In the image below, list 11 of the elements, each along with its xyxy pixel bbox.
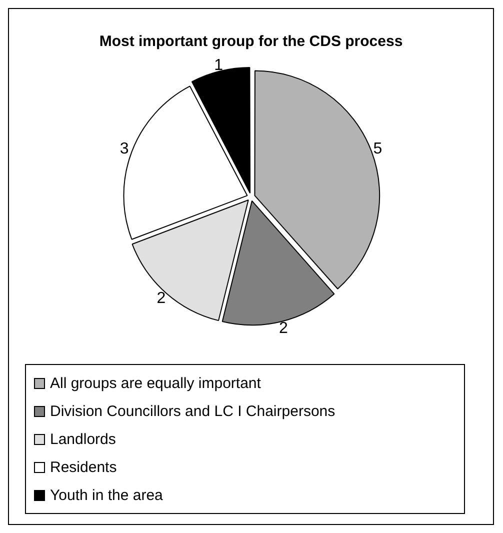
data-label: 2 <box>278 320 288 337</box>
chart-title: Most important group for the CDS process <box>99 33 403 50</box>
legend-label: Residents <box>50 458 117 476</box>
legend-label: All groups are equally important <box>50 374 261 392</box>
legend-label: Division Councillors and LC I Chairpersons <box>50 402 336 420</box>
data-label: 1 <box>214 56 224 74</box>
data-label: 3 <box>120 140 129 158</box>
legend-label: Landlords <box>50 430 116 448</box>
data-label: 2 <box>156 290 166 307</box>
legend-label: Youth in the area <box>50 486 163 504</box>
data-label: 5 <box>373 140 382 158</box>
